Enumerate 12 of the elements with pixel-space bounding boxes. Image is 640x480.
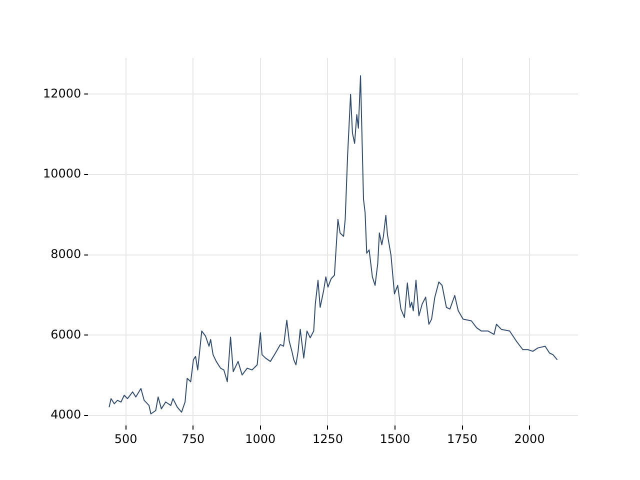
y-tick-label: 8000 bbox=[50, 246, 82, 261]
x-tick-label: 1500 bbox=[380, 432, 410, 446]
x-tick-label: 1750 bbox=[447, 432, 478, 446]
x-tick-label: 1000 bbox=[245, 432, 276, 446]
y-tick-label: 4000 bbox=[50, 408, 82, 422]
x-tick-label: 750 bbox=[182, 432, 205, 446]
y-tick-label: 12000 bbox=[42, 86, 82, 100]
y-tick-label: 10000 bbox=[42, 166, 82, 181]
y-tick-label: 6000 bbox=[50, 327, 82, 342]
x-tick-label: 2000 bbox=[514, 432, 545, 446]
x-tick-label: 500 bbox=[114, 432, 138, 446]
x-tick-label: 1250 bbox=[312, 432, 343, 446]
